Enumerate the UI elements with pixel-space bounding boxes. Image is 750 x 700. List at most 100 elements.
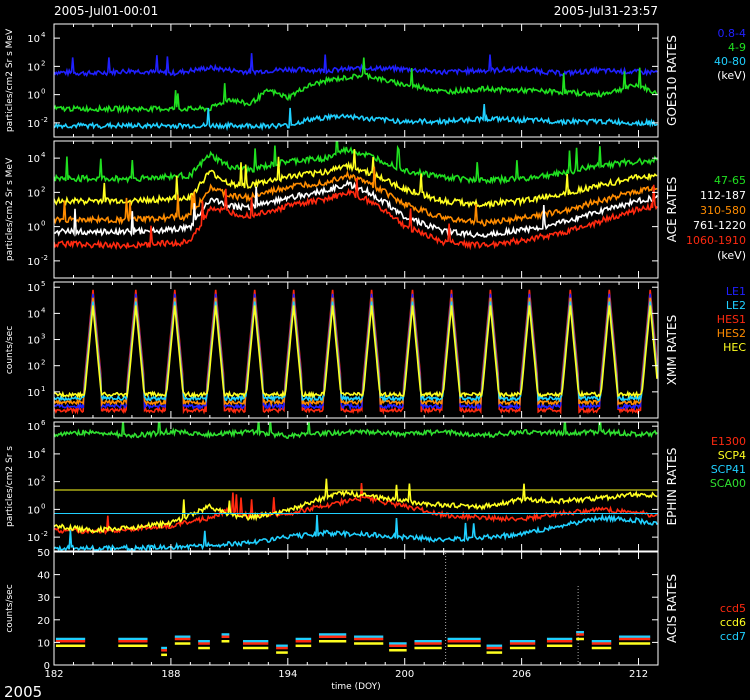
end-time-label: 2005-Jul31-23:57 — [554, 4, 658, 18]
ace-legend-1: 112-187 — [700, 189, 746, 202]
ephin-legend-2: SCP41 — [711, 463, 746, 476]
ephin-ylabel: particles/cm2 Sr s — [5, 446, 15, 527]
goes-ytick-exp: 4 — [41, 31, 46, 39]
acis-title: ACIS RATES — [665, 574, 679, 643]
xmm-traces — [54, 289, 658, 415]
xmm-ytick-label: 10 — [27, 388, 40, 399]
xmm-legend-2: HES1 — [717, 313, 746, 326]
ephin-title: EPHIN RATES — [665, 448, 679, 526]
start-time-label: 2005-Jul01-00:01 — [54, 4, 158, 18]
ace-ytick-exp: 4 — [41, 151, 46, 159]
acis-ytick-label: 10 — [37, 638, 50, 649]
xmm-ytick-label: 10 — [27, 336, 40, 347]
ace-traces — [54, 141, 658, 251]
xmm-ytick-exp: 2 — [41, 359, 45, 367]
goes-series-green-line — [54, 57, 658, 115]
ephin-traces — [54, 422, 658, 551]
xmm-ytick-label: 10 — [27, 362, 40, 373]
ephin-series-lightgreen-line — [54, 422, 658, 440]
ace-series-green-line — [54, 141, 658, 186]
acis-panel: 50 40 30 20 10 0 counts/sec ACIS RATES ccd5ccd6c… — [5, 548, 746, 672]
ace-legend-0: 47-65 — [714, 174, 746, 187]
ephin-ytick-exp: 2 — [41, 475, 45, 483]
goes-legend-2: 40-80 — [714, 55, 746, 68]
ace-ylabel: particles/cm2 Sr s MeV — [5, 157, 15, 261]
goes-ytick-exp: 0 — [41, 88, 45, 96]
ephin-ytick-label: 10 — [27, 533, 40, 544]
xmm-ytick-exp: 1 — [41, 385, 45, 393]
acis-frame — [53, 551, 659, 666]
goes-legend-1: 4-9 — [728, 41, 746, 54]
ephin-series-cyan-line — [54, 513, 658, 551]
ephin-ytick-label: 10 — [27, 450, 40, 461]
acis-legend-0: ccd5 — [720, 602, 746, 615]
goes-ytick-label: 10 — [27, 119, 40, 130]
ace-ytick-label: 10 — [27, 257, 40, 268]
acis-legend-1: ccd6 — [720, 616, 746, 629]
ace-series-orange-line — [54, 166, 658, 227]
ephin-legend-0: E1300 — [711, 435, 746, 448]
goes-ytick-label: 10 — [27, 34, 40, 45]
ephin-ytick-exp: -2 — [41, 530, 48, 538]
goes-series-blue-line — [54, 53, 658, 78]
acis-traces — [55, 552, 651, 665]
ephin-ytick-exp: 6 — [41, 419, 46, 427]
xmm-frame — [53, 281, 659, 419]
ephin-ytick-label: 10 — [27, 505, 40, 516]
goes-series-cyan-line — [54, 103, 658, 132]
goes-legend-3: (keV) — [717, 69, 746, 82]
xmm-ytick-exp: 5 — [41, 280, 45, 288]
ephin-ytick-exp: 0 — [41, 502, 45, 510]
ace-ytick-label: 10 — [27, 188, 40, 199]
acis-ytick-label: 40 — [37, 571, 50, 582]
xmm-ytick-label: 10 — [27, 309, 40, 320]
x-tick-label: 182 — [44, 669, 63, 680]
x-tick-label: 212 — [629, 669, 648, 680]
acis-ytick-label: 20 — [37, 616, 50, 627]
acis-ylabel: counts/sec — [5, 584, 15, 632]
xmm-series-yellow-line — [54, 305, 658, 400]
xmm-legend-3: HES2 — [717, 327, 746, 340]
x-tick-label: 206 — [512, 669, 531, 680]
ace-legend-2: 310-580 — [700, 204, 746, 217]
goes-ytick-exp: 2 — [41, 59, 45, 67]
ace-legend-3: 761-1220 — [693, 219, 746, 232]
xmm-ylabel: counts/sec — [5, 326, 15, 374]
x-tick-label: 188 — [161, 669, 180, 680]
ace-legend-4: 1060-1910 — [686, 234, 746, 247]
acis-legend-2: ccd7 — [720, 630, 746, 643]
xmm-series-red-line — [54, 289, 658, 415]
xmm-ytick-label: 10 — [27, 283, 40, 294]
ephin-series-red-line — [54, 483, 658, 535]
year-label: 2005 — [4, 683, 42, 700]
ace-ytick-label: 10 — [27, 223, 40, 234]
ephin-legend-3: SCA00 — [710, 477, 746, 490]
ace-ytick-exp: 2 — [41, 185, 45, 193]
acis-ytick-label: 0 — [44, 661, 50, 672]
ace-ytick-label: 10 — [27, 154, 40, 165]
ephin-ytick-exp: 4 — [41, 447, 46, 455]
goes-ytick-label: 10 — [27, 62, 40, 73]
xmm-legend-0: LE1 — [726, 285, 746, 298]
goes-title: GOES10 RATES — [665, 35, 679, 126]
ace-ytick-exp: -2 — [41, 254, 48, 262]
xmm-legend-1: LE2 — [726, 299, 746, 312]
acis-ytick-label: 50 — [37, 548, 50, 559]
goes-ylabel: particles/cm2 Sr s MeV — [5, 28, 15, 132]
goes-frame — [53, 23, 659, 138]
xmm-ytick-exp: 4 — [41, 306, 46, 314]
ace-legend-5: (keV) — [717, 249, 746, 262]
ephin-legend-1: SCP4 — [718, 449, 746, 462]
ace-series-red-line — [54, 177, 658, 251]
ace-title: ACE RATES — [665, 177, 679, 242]
xmm-series-blue-line — [54, 293, 658, 412]
x-tick-label: 194 — [278, 669, 297, 680]
ephin-series-yellow-line — [54, 478, 658, 534]
acis-ytick-label: 30 — [37, 593, 50, 604]
x-tick-label: 200 — [395, 669, 414, 680]
